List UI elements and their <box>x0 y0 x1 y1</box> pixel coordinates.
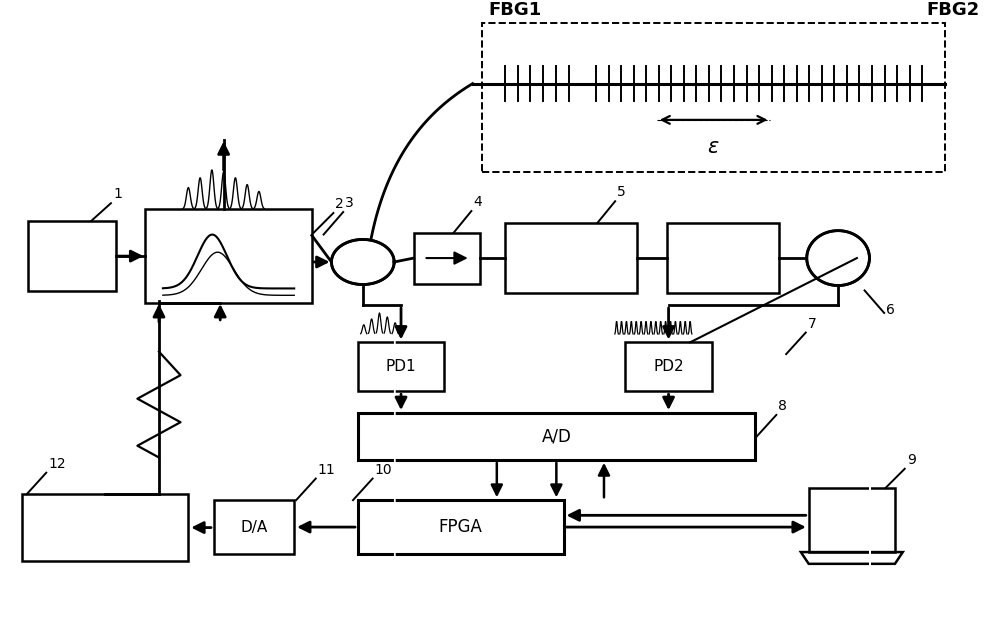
Text: 3: 3 <box>345 196 354 210</box>
Bar <box>505 223 637 293</box>
Text: PD2: PD2 <box>653 360 684 374</box>
Bar <box>358 342 444 391</box>
Text: PD1: PD1 <box>386 360 416 374</box>
Bar <box>414 233 480 284</box>
Text: D/A: D/A <box>240 520 268 535</box>
Text: FBG1: FBG1 <box>488 1 541 19</box>
Bar <box>145 209 312 303</box>
Bar <box>214 500 294 554</box>
Text: 9: 9 <box>907 453 916 467</box>
Bar <box>625 342 712 391</box>
Text: 1: 1 <box>114 187 123 201</box>
Text: 2: 2 <box>335 197 344 211</box>
Bar <box>358 413 755 460</box>
Text: 7: 7 <box>808 317 816 330</box>
Text: FBG2: FBG2 <box>926 1 980 19</box>
Text: 12: 12 <box>48 456 66 471</box>
Bar <box>22 494 188 561</box>
Text: FPGA: FPGA <box>439 518 483 536</box>
Text: 11: 11 <box>318 463 335 476</box>
Bar <box>667 223 779 293</box>
Text: A/D: A/D <box>541 427 571 445</box>
Bar <box>482 23 945 172</box>
Text: 8: 8 <box>778 399 787 413</box>
Bar <box>28 221 116 291</box>
Bar <box>358 500 564 554</box>
Text: 10: 10 <box>375 463 392 476</box>
Text: 6: 6 <box>886 303 895 317</box>
Text: 4: 4 <box>473 195 482 209</box>
Text: $\varepsilon$: $\varepsilon$ <box>707 137 720 157</box>
Text: 5: 5 <box>617 185 626 199</box>
